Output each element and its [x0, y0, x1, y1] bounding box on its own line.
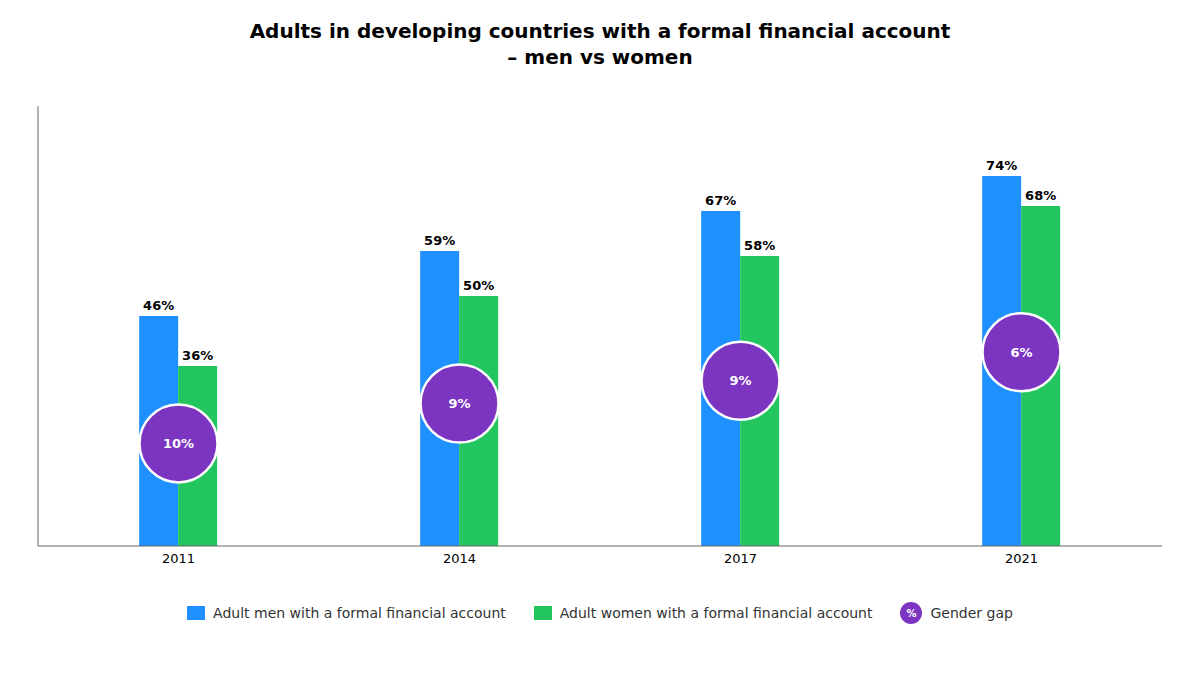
html-text:Adults in developing countries: Adults in developing countries with a fo… — [249, 19, 951, 69]
svg-text:2011: 2011 — [162, 551, 195, 566]
svg-text:10%: 10% — [163, 436, 194, 451]
svg-text:2014: 2014 — [443, 551, 476, 566]
svg-text:68%: 68% — [1025, 188, 1056, 203]
svg-text:74%: 74% — [986, 158, 1017, 173]
svg-text:9%: 9% — [448, 396, 470, 411]
html-text:Adult women with a formal fina: Adult women with a formal financial acco… — [559, 605, 873, 621]
html-text:Adult men with a formal financ: Adult men with a formal financial accoun… — [213, 605, 506, 621]
svg-text:50%: 50% — [463, 278, 494, 293]
svg-text:6%: 6% — [1010, 345, 1032, 360]
svg-text:59%: 59% — [424, 233, 455, 248]
svg-text:2017: 2017 — [724, 551, 757, 566]
svg-text:36%: 36% — [182, 348, 213, 363]
svg-text:9%: 9% — [729, 373, 751, 388]
svg-text:46%: 46% — [143, 298, 174, 313]
svg-text:2021: 2021 — [1005, 551, 1038, 566]
html-text:Gender gap: Gender gap — [930, 605, 1013, 621]
svg-text:67%: 67% — [705, 193, 736, 208]
svg-text:58%: 58% — [744, 238, 775, 253]
